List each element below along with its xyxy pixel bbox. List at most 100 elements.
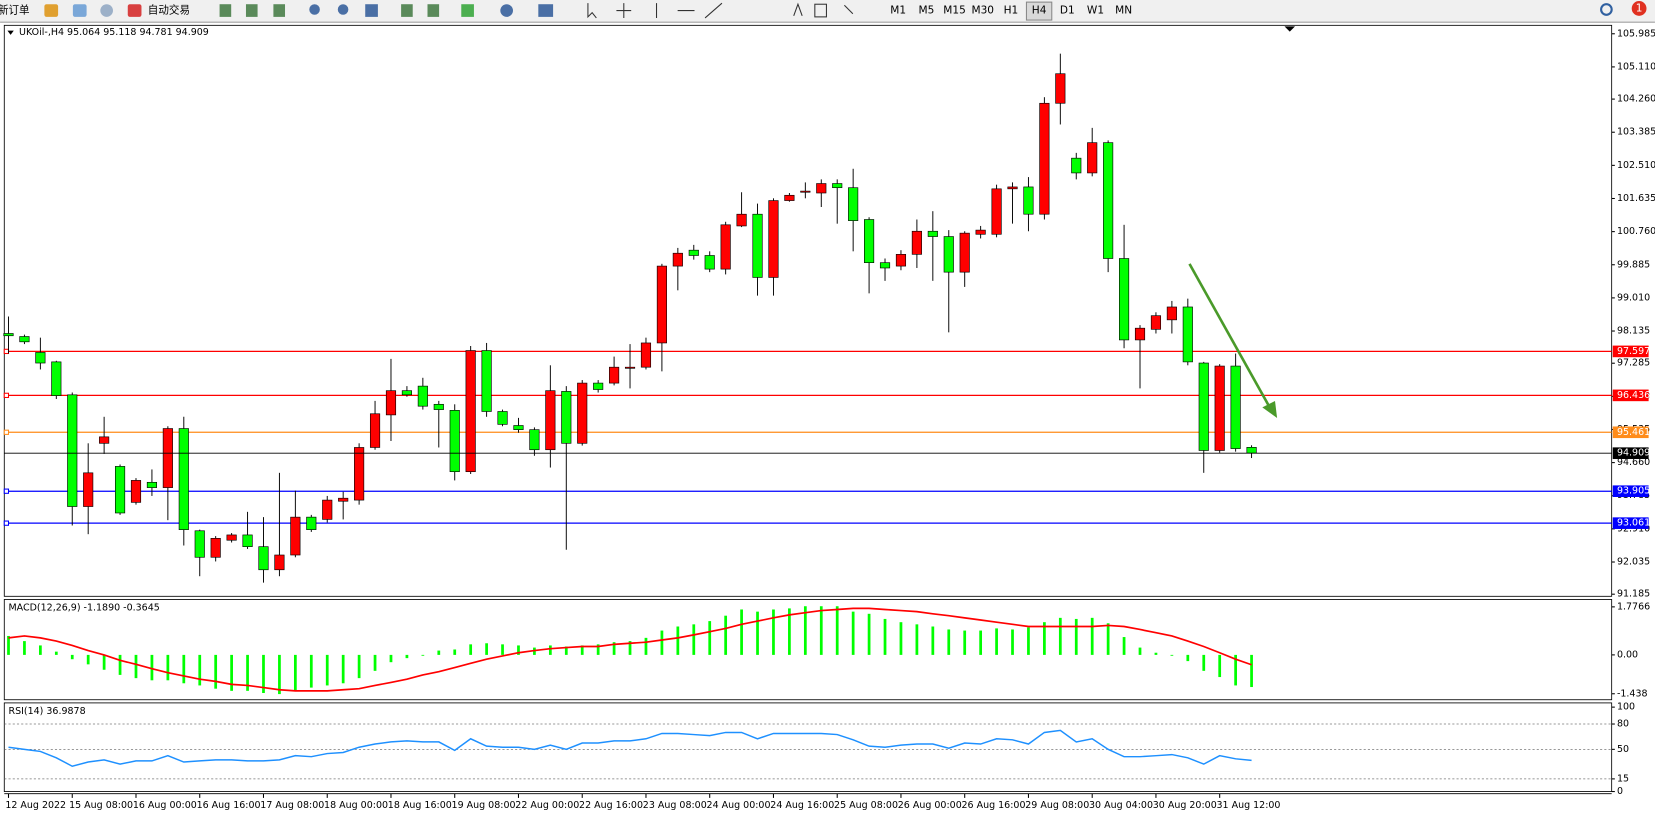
macd-bar bbox=[86, 654, 90, 665]
macd-bar bbox=[102, 654, 106, 670]
timeframe[interactable]: M5 bbox=[918, 5, 934, 17]
macd-bar bbox=[23, 641, 26, 655]
timeframe[interactable]: D1 bbox=[1060, 5, 1075, 17]
icon[interactable] bbox=[245, 4, 258, 17]
x-tick-label: 24 Aug 00:00 bbox=[707, 800, 771, 811]
candle-body bbox=[561, 391, 572, 444]
candle-body bbox=[210, 538, 221, 558]
icon[interactable] bbox=[309, 4, 320, 15]
timeframe[interactable]: M1 bbox=[890, 5, 906, 17]
shapes-tool[interactable] bbox=[844, 4, 854, 15]
macd-bar bbox=[309, 654, 313, 688]
macd-panel bbox=[3, 599, 1613, 701]
macd-bar bbox=[931, 626, 935, 655]
y-tick-label: 1.7766 bbox=[1617, 601, 1650, 612]
candle-body bbox=[83, 472, 94, 507]
candle-body bbox=[465, 350, 476, 473]
auto-trading[interactable]: 自动交易 bbox=[148, 4, 190, 17]
main-panel bbox=[3, 24, 1613, 597]
icon[interactable] bbox=[337, 4, 349, 15]
macd-bar bbox=[867, 613, 871, 655]
candle-body bbox=[1103, 142, 1114, 259]
rsi-panel bbox=[3, 702, 1613, 792]
candle-body bbox=[529, 429, 540, 451]
level-label: 93.061 bbox=[1617, 518, 1650, 529]
icon[interactable] bbox=[219, 4, 232, 17]
icon[interactable] bbox=[500, 4, 513, 17]
macd-bar bbox=[389, 654, 393, 663]
toolbar: 新订单 自动交易 M1 M5 M15 M30 H1 H4 D1 W1 MN bbox=[0, 0, 1655, 23]
macd-bar bbox=[1186, 654, 1190, 662]
icon[interactable] bbox=[365, 4, 378, 17]
icon[interactable] bbox=[401, 4, 413, 17]
level-label: 97.597 bbox=[1617, 346, 1650, 357]
icon[interactable] bbox=[127, 4, 142, 17]
main-title: UKOil-,H4 95.064 95.118 94.781 94.909 bbox=[19, 27, 209, 38]
candle-body bbox=[1039, 102, 1050, 215]
current-price-label: 94.909 bbox=[1617, 448, 1650, 459]
text-tool[interactable] bbox=[793, 2, 803, 17]
macd-bar bbox=[246, 654, 249, 691]
candle-body bbox=[704, 255, 715, 270]
candle-body bbox=[577, 382, 588, 444]
macd-bar bbox=[517, 645, 520, 655]
macd-bar bbox=[1090, 617, 1094, 655]
candle-body bbox=[35, 352, 46, 364]
macd-bar bbox=[1250, 654, 1253, 688]
level-label-bg bbox=[1612, 517, 1649, 529]
timeframe[interactable]: W1 bbox=[1087, 5, 1104, 17]
candle-body bbox=[146, 481, 157, 488]
level-label: 96.436 bbox=[1617, 390, 1650, 401]
x-tick-label: 26 Aug 16:00 bbox=[962, 800, 1026, 811]
candle-body bbox=[832, 183, 843, 189]
icon[interactable] bbox=[273, 4, 286, 17]
candle-body bbox=[354, 447, 365, 501]
candle-body bbox=[800, 190, 811, 193]
candle-body bbox=[959, 232, 970, 273]
line-tools[interactable] bbox=[655, 2, 723, 19]
candle-body bbox=[513, 425, 524, 430]
macd-bar bbox=[501, 644, 504, 655]
timeframe[interactable]: M15 bbox=[943, 5, 966, 17]
plots: 105.985 105.110 104.260 103.385 102.510 101.6… bbox=[3, 28, 1655, 811]
y-tick-label: 15 bbox=[1617, 773, 1629, 784]
macd-bar bbox=[118, 654, 122, 675]
label-tool[interactable] bbox=[814, 3, 827, 18]
icon[interactable] bbox=[538, 4, 554, 17]
candle-body bbox=[481, 350, 492, 412]
candle-body bbox=[130, 480, 142, 503]
candle-body bbox=[322, 499, 333, 520]
icon[interactable] bbox=[72, 4, 87, 17]
x-tick-label: 24 Aug 16:00 bbox=[770, 800, 834, 811]
shift-marker bbox=[1284, 26, 1296, 32]
timeframe[interactable]: H1 bbox=[1004, 5, 1019, 17]
macd-bar bbox=[628, 641, 632, 655]
crosshair-tool[interactable] bbox=[616, 3, 632, 18]
timeframe[interactable]: M30 bbox=[971, 5, 994, 17]
icon[interactable] bbox=[461, 4, 474, 17]
cursor-tool[interactable] bbox=[587, 3, 597, 19]
y-tick-label: 103.385 bbox=[1617, 127, 1655, 138]
y-tick-label: 104.260 bbox=[1617, 94, 1655, 105]
macd-bar bbox=[596, 644, 600, 655]
y-tick-label: 105.110 bbox=[1617, 61, 1655, 72]
candle-body bbox=[1182, 306, 1193, 363]
icon[interactable] bbox=[100, 4, 113, 17]
notification-badge[interactable] bbox=[1631, 1, 1647, 16]
macd-bar bbox=[485, 643, 488, 655]
toolbar-bg bbox=[0, 0, 1655, 23]
timeframe[interactable]: H4 bbox=[1032, 5, 1047, 17]
icon[interactable] bbox=[427, 4, 440, 17]
new-order[interactable]: 新订单 bbox=[0, 4, 30, 17]
candle-body bbox=[497, 411, 508, 425]
candle-body bbox=[417, 385, 428, 407]
x-tick-label: 16 Aug 00:00 bbox=[133, 800, 197, 811]
x-tick-label: 31 Aug 12:00 bbox=[1217, 800, 1281, 811]
y-tick-label: 102.510 bbox=[1617, 160, 1655, 171]
search[interactable] bbox=[1600, 3, 1613, 16]
candle-body bbox=[1087, 142, 1098, 174]
macd-bar bbox=[1058, 617, 1062, 655]
timeframe[interactable]: MN bbox=[1115, 5, 1132, 17]
icon[interactable] bbox=[44, 4, 59, 17]
